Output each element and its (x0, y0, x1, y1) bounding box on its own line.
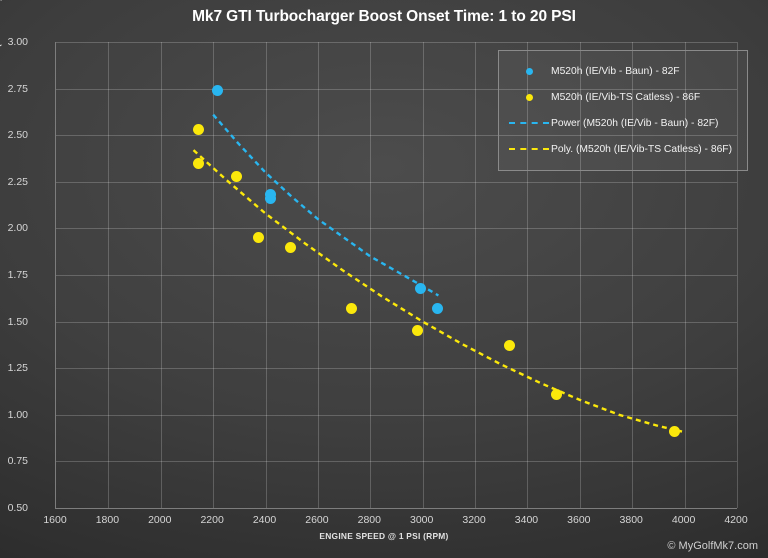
y-axis-tick-label: 1.00 (7, 408, 28, 421)
y-axis-tick-label: 2.00 (7, 222, 28, 235)
gridline-horizontal (56, 368, 737, 370)
data-point (550, 388, 562, 400)
y-axis-tick-label: 0.50 (7, 502, 28, 514)
x-axis-tick-label: 3200 (462, 514, 486, 526)
gridline-vertical (108, 42, 110, 508)
trendline (212, 113, 440, 297)
gridline-horizontal (56, 275, 737, 276)
data-point (193, 157, 205, 169)
gridline-horizontal (56, 321, 737, 323)
data-point (411, 325, 423, 337)
x-axis-tick-label: 3800 (619, 514, 643, 526)
data-point (231, 170, 243, 182)
legend-item[interactable]: Poly. (M520h (IE/Vib-TS Catless) - 86F) (499, 136, 747, 162)
y-axis-tick-label: 2.50 (7, 129, 28, 142)
gridline-vertical (317, 42, 319, 508)
trendline (192, 149, 683, 433)
data-point (211, 84, 223, 96)
data-point (431, 303, 443, 315)
data-point (265, 193, 277, 205)
data-point (265, 189, 277, 201)
legend-item[interactable]: M520h (IE/Vib - Baun) - 82F (499, 58, 747, 84)
y-axis-tick-label: 3.00 (7, 36, 28, 48)
gridline-vertical (422, 42, 424, 508)
x-axis-tick-label: 3000 (410, 514, 434, 526)
x-axis-tick-label: 4000 (671, 514, 696, 526)
legend-item-label: Power (M520h (IE/Vib - Baun) - 82F) (551, 117, 719, 129)
legend-marker (509, 148, 549, 150)
y-axis-tick-label: 2.25 (7, 175, 28, 188)
x-axis-tick-label: 1800 (95, 514, 120, 526)
gridline-vertical (370, 42, 372, 508)
data-point (193, 124, 205, 136)
x-axis-tick-label: 2800 (357, 514, 381, 526)
legend-dash-icon (507, 148, 551, 150)
data-point (668, 426, 680, 438)
gridline-horizontal (56, 181, 737, 183)
data-point (503, 340, 515, 352)
legend-item-label: M520h (IE/Vib - Baun) - 82F (551, 65, 680, 77)
y-axis-tick-label: 1.75 (7, 269, 28, 281)
x-axis-tick-label: 3600 (567, 514, 591, 526)
y-axis-tick-label: 1.50 (7, 315, 28, 328)
x-axis-tick-label: 4200 (724, 514, 748, 526)
gridline-horizontal (56, 414, 737, 416)
gridline-horizontal (56, 42, 737, 43)
y-axis-tick-label: 1.25 (7, 362, 28, 375)
gridline-vertical (160, 42, 162, 508)
gridline-vertical (265, 42, 267, 508)
legend-item-label: Poly. (M520h (IE/Vib-TS Catless) - 86F) (551, 143, 733, 155)
y-axis-tick-label: 0.75 (7, 455, 28, 468)
legend-marker (525, 93, 533, 101)
x-axis-tick-label: 2400 (252, 514, 277, 526)
legend-marker (525, 67, 533, 75)
gridline-horizontal (56, 461, 737, 463)
x-axis-tick-label: 2000 (148, 514, 172, 526)
gridline-horizontal (56, 228, 737, 230)
legend-dot-icon (507, 93, 551, 101)
legend-item-label: M520h (IE/Vib-TS Catless) - 86F (551, 91, 701, 103)
x-axis-title: ENGINE SPEED @ 1 PSI (RPM) (319, 531, 449, 541)
x-axis-tick-label: 3400 (514, 514, 539, 526)
data-point (253, 232, 265, 244)
legend-item[interactable]: Power (M520h (IE/Vib - Baun) - 82F) (499, 110, 747, 136)
watermark: © MyGolfMk7.com (667, 540, 758, 552)
legend-marker (509, 122, 549, 124)
gridline-vertical (475, 42, 477, 508)
x-axis-tick-label: 2600 (305, 514, 329, 526)
data-point (284, 241, 296, 253)
legend-item[interactable]: M520h (IE/Vib-TS Catless) - 86F (499, 84, 747, 110)
data-point (414, 282, 426, 294)
legend-dash-icon (507, 122, 551, 124)
data-point (346, 303, 358, 315)
x-axis-tick-label: 1600 (43, 514, 67, 526)
legend: M520h (IE/Vib - Baun) - 82F M520h (IE/Vib… (498, 50, 748, 171)
page-title: Mk7 GTI Turbocharger Boost Onset Time: 1… (192, 8, 576, 25)
x-axis-tick-label: 2200 (200, 514, 224, 526)
legend-dot-icon (507, 67, 551, 75)
y-axis-tick-label: 2.75 (7, 82, 28, 95)
gridline-vertical (213, 42, 215, 508)
